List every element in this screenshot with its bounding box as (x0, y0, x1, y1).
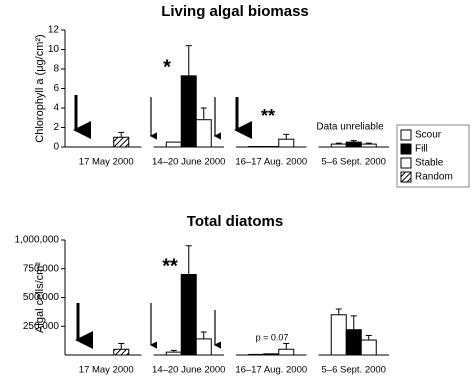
annotation: p = 0.07 (256, 332, 289, 342)
error-bar (350, 315, 357, 330)
error-bar (200, 331, 207, 339)
bar (180, 274, 197, 356)
legend-label: Fill (415, 144, 428, 155)
bar (165, 141, 182, 148)
x-tick-label: 17 May 2000 (79, 365, 134, 376)
bar (330, 314, 347, 356)
bar (195, 119, 212, 148)
bar (360, 143, 377, 148)
error-bar (185, 245, 192, 275)
annotation: ** (162, 255, 178, 277)
legend-label: Scour (415, 130, 442, 141)
bar (180, 75, 197, 148)
y-tick-label: 2 (53, 122, 59, 133)
y-tick-label: 0 (53, 142, 59, 153)
y-tick-label: 12 (48, 25, 60, 36)
y-tick-label: 10 (48, 44, 60, 55)
legend-label: Stable (415, 158, 444, 169)
error-bar (185, 45, 192, 76)
legend-swatch (400, 157, 412, 169)
bar (345, 329, 362, 356)
x-tick-label: 5–6 Sept. 2000 (322, 365, 386, 376)
chart-title: Total diatoms (187, 213, 283, 230)
bar (330, 143, 347, 148)
y-tick-label: 4 (53, 103, 59, 114)
y-tick-label: 8 (53, 64, 59, 75)
bar (263, 353, 280, 356)
x-tick-label: 17 May 2000 (79, 157, 134, 168)
bar (165, 351, 182, 356)
error-bar (118, 343, 125, 350)
event-arrows (73, 95, 252, 349)
legend-swatch (400, 129, 412, 141)
y-axis-label: Chlorophyll a (μg/cm²) (34, 34, 46, 142)
legend-label: Random (415, 172, 453, 183)
bar (278, 348, 295, 356)
y-axis-label: Algal cells/cm² (34, 262, 46, 333)
bar (113, 348, 130, 356)
bar (195, 338, 212, 356)
bar (278, 138, 295, 148)
x-tick-label: 16–17 Aug. 2000 (235, 157, 307, 168)
bar (345, 141, 362, 148)
bar (248, 353, 265, 356)
error-bar (335, 308, 342, 315)
y-tick-label: 750,000 (23, 263, 60, 274)
error-bar (335, 142, 342, 145)
annotation: * (163, 56, 171, 78)
annotation: ** (261, 106, 275, 126)
legend-swatch (400, 171, 412, 183)
error-bar (200, 107, 207, 120)
y-tick-label: 500,000 (23, 292, 60, 303)
error-bar (283, 133, 290, 140)
x-tick-label: 14–20 June 2000 (152, 365, 225, 376)
annotation: Data unreliable (316, 122, 384, 133)
legend-swatch (400, 143, 412, 155)
error-bar (365, 142, 372, 145)
error-bar (350, 140, 357, 143)
y-tick-label: 6 (53, 83, 59, 94)
x-tick-label: 16–17 Aug. 2000 (235, 365, 307, 376)
y-tick-label: 250,000 (23, 321, 60, 332)
error-bar (283, 343, 290, 350)
bar (113, 136, 130, 148)
error-bar (170, 349, 177, 353)
bar (360, 339, 377, 356)
x-tick-label: 5–6 Sept. 2000 (322, 157, 386, 168)
y-tick-label: 1,000,000 (15, 235, 60, 246)
error-bar (118, 131, 125, 138)
chart-title: Living algal biomass (161, 3, 309, 20)
error-bar (365, 334, 372, 341)
x-tick-label: 14–20 June 2000 (152, 157, 225, 168)
